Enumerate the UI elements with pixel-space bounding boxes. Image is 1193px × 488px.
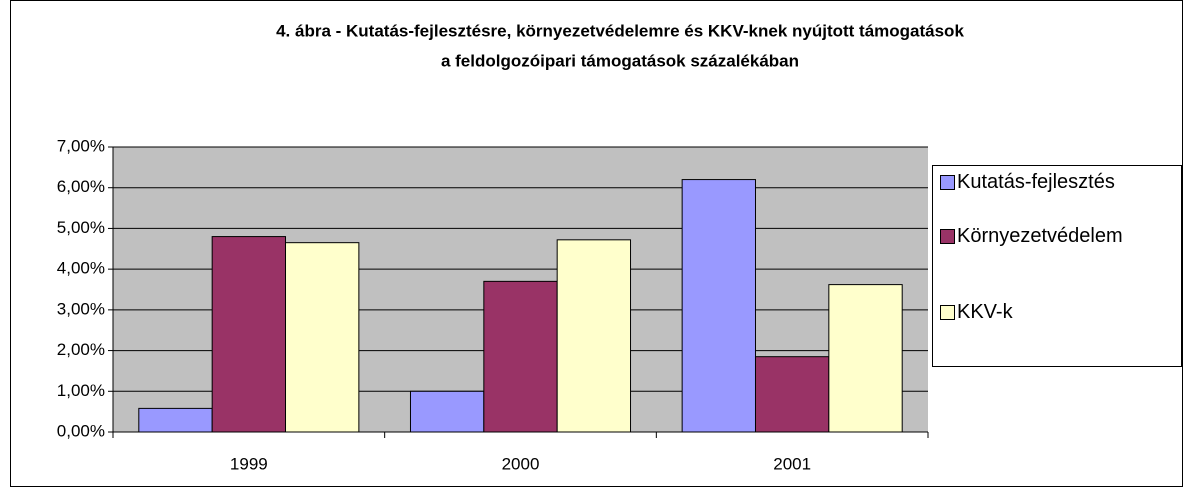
bar bbox=[681, 179, 756, 433]
legend-swatch bbox=[940, 229, 955, 244]
bar bbox=[556, 239, 632, 433]
y-tick-label: 6,00% bbox=[57, 177, 105, 196]
legend-swatch bbox=[940, 175, 955, 190]
chart-title: a feldolgozóipari támogatások százalékáb… bbox=[441, 51, 799, 70]
y-tick-label: 4,00% bbox=[57, 259, 105, 278]
y-tick-label: 7,00% bbox=[57, 136, 105, 155]
y-tick-label: 5,00% bbox=[57, 218, 105, 237]
bar bbox=[754, 356, 830, 433]
bar bbox=[211, 236, 287, 433]
legend: Kutatás-fejlesztés Környezetvédelem KKV-k bbox=[932, 165, 1182, 367]
legend-item: Környezetvédelem bbox=[940, 224, 1178, 248]
y-tick-label: 2,00% bbox=[57, 340, 105, 359]
legend-item: KKV-k bbox=[940, 300, 1178, 324]
y-tick-label: 0,00% bbox=[57, 421, 105, 440]
chart-title: 4. ábra - Kutatás-fejlesztésre, környeze… bbox=[276, 21, 964, 40]
y-tick-label: 1,00% bbox=[57, 381, 105, 400]
legend-label: Környezetvédelem bbox=[957, 225, 1123, 247]
bar bbox=[285, 242, 360, 433]
y-tick-label: 3,00% bbox=[57, 299, 105, 318]
x-tick-label: 2000 bbox=[502, 454, 540, 473]
legend-swatch bbox=[940, 305, 955, 320]
x-tick-label: 1999 bbox=[230, 454, 268, 473]
bar bbox=[828, 284, 903, 433]
bar bbox=[138, 407, 213, 433]
legend-label: Kutatás-fejlesztés bbox=[957, 171, 1115, 193]
bar bbox=[483, 280, 558, 433]
legend-item: Kutatás-fejlesztés bbox=[940, 170, 1178, 194]
x-tick-label: 2001 bbox=[773, 454, 811, 473]
bar bbox=[409, 390, 485, 433]
legend-label: KKV-k bbox=[957, 301, 1013, 323]
